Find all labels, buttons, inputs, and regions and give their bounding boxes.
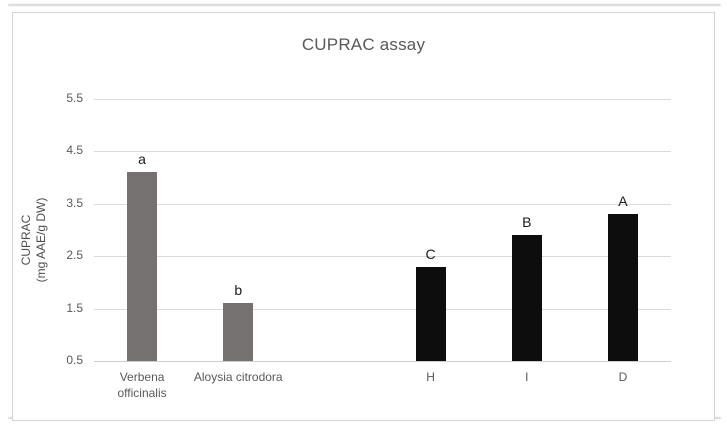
y-tick-label: 3.5 [66,195,83,210]
significance-letter: C [425,245,436,262]
x-category-label: Verbena officinalis [117,370,167,400]
significance-letter: b [234,282,243,299]
gridline [94,98,671,100]
y-axis-title-line1: CUPRAC [19,214,33,266]
bar-H [415,266,446,361]
y-tick-label: 5.5 [66,90,83,105]
x-category-label: Aloysia citrodora [193,370,283,384]
scan-artifact-line [8,4,721,6]
bar-Aloysia citrodora [223,303,254,361]
bar-Verbena officinalis [127,172,158,361]
y-tick-label: 4.5 [66,143,83,157]
y-tick-label: 1.5 [66,300,83,315]
significance-letter: a [138,151,146,167]
x-category-label: I [525,370,529,384]
significance-letter: A [618,193,628,209]
bar-D [607,214,638,361]
bar-I [511,235,542,361]
significance-letter: B [522,214,532,230]
y-tick-label: 0.5 [66,353,83,367]
gridline [94,308,671,310]
x-category-label: H [426,370,435,384]
y-axis-title: CUPRAC (mg AAE/g DW) [19,155,53,325]
gridline [94,203,671,205]
x-axis-line [94,361,671,362]
y-axis-title-line2: (mg AAE/g DW) [34,197,48,283]
gridline [94,151,671,152]
x-category-label: D [618,370,628,384]
y-tick-label: 2.5 [66,248,83,262]
chart-area: CUPRAC assay CUPRAC (mg AAE/g DW) 0.5 1.5… [12,12,715,421]
chart-title: CUPRAC assay [301,35,426,54]
gridline [94,256,671,257]
